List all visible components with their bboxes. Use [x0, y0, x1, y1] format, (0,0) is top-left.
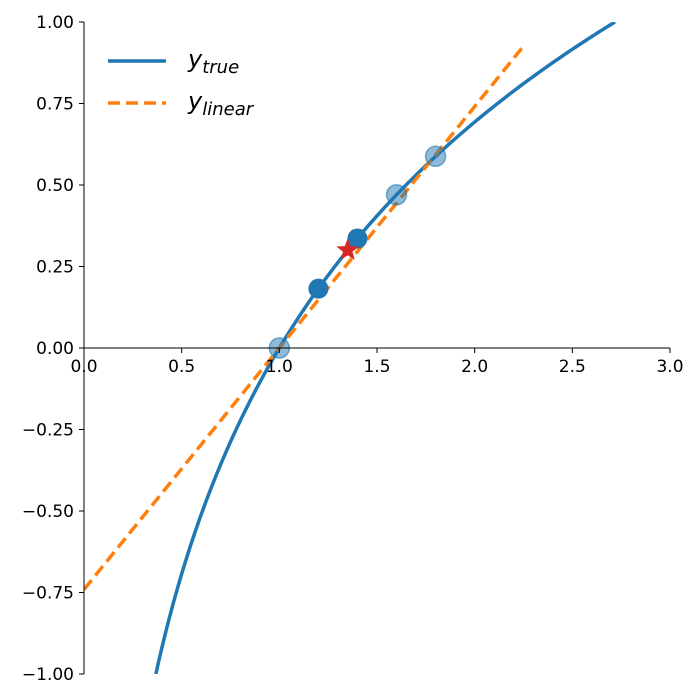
- y-tick-label: 0.50: [36, 176, 74, 196]
- series-line-true: [154, 22, 616, 674]
- x-tick-label: 2.0: [461, 357, 488, 377]
- x-tick-label: 1.5: [363, 357, 390, 377]
- y-tick-label: −0.50: [22, 502, 74, 522]
- series-line-linear: [84, 45, 525, 591]
- solid-data-point: [347, 228, 368, 249]
- solid-data-point: [308, 278, 329, 299]
- y-tick-label: 0.75: [36, 95, 74, 115]
- x-tick-label: 0.0: [70, 357, 97, 377]
- x-tick-label: 2.5: [559, 357, 586, 377]
- legend-label-linear: ylinear: [187, 87, 255, 120]
- y-tick-label: −0.25: [22, 421, 74, 441]
- star-marker: [336, 238, 360, 260]
- y-tick-label: 0.00: [36, 339, 74, 359]
- x-tick-label: 3.0: [656, 357, 683, 377]
- y-tick-label: 1.00: [36, 13, 74, 33]
- faded-data-point: [424, 145, 447, 168]
- plot-area: [84, 22, 616, 674]
- y-tick-label: −1.00: [22, 665, 74, 685]
- y-tick-label: 0.25: [36, 258, 74, 278]
- x-tick-label: 1.0: [266, 357, 293, 377]
- legend-label-true: ytrue: [187, 45, 239, 78]
- ticks: 0.0 0.5 1.0 1.5 2.0 2.5 3.0 1.00 0.75 0.50 0.25 0.0…: [22, 13, 684, 685]
- y-tick-label: −0.75: [22, 584, 74, 604]
- legend: ytrue ylinear: [108, 45, 255, 120]
- faded-data-point: [385, 184, 408, 206]
- x-tick-label: 0.5: [168, 357, 195, 377]
